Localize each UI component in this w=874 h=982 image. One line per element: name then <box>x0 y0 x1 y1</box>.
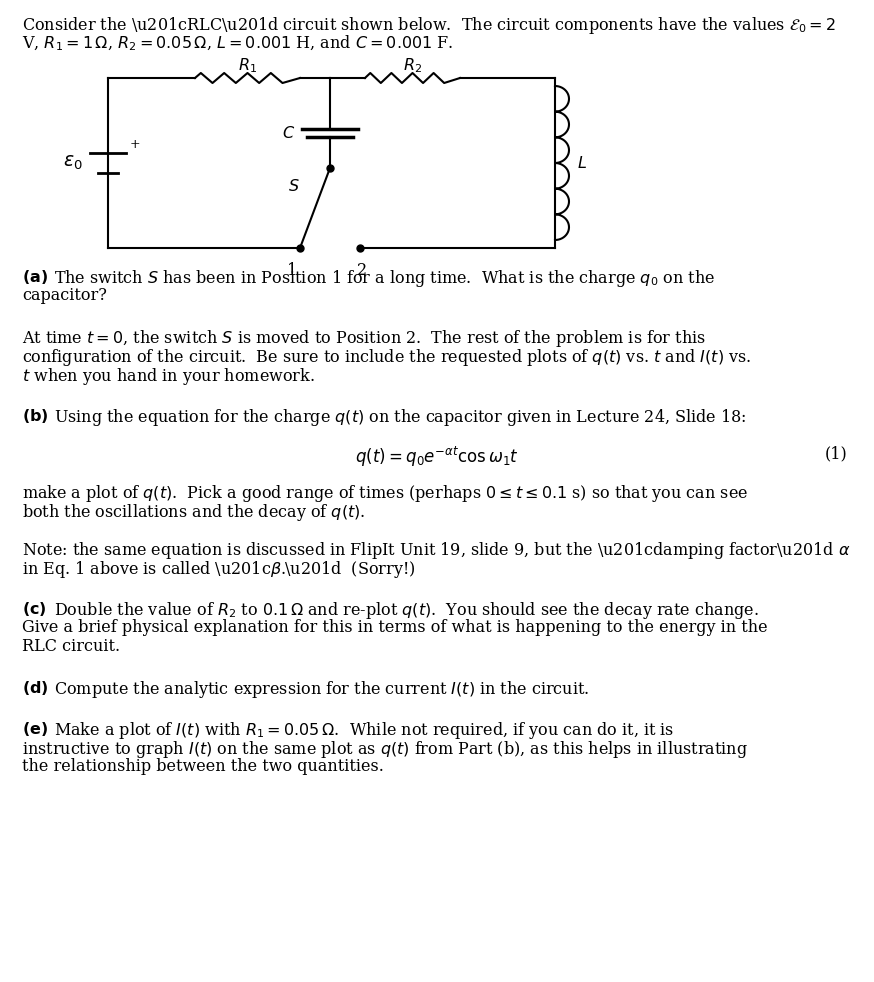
Text: instructive to graph $I(t)$ on the same plot as $q(t)$ from Part (b), as this he: instructive to graph $I(t)$ on the same … <box>22 739 748 760</box>
Text: $\mathbf{(d)}$: $\mathbf{(d)}$ <box>22 679 49 697</box>
Text: make a plot of $q(t)$.  Pick a good range of times (perhaps $0 \leq t \leq 0.1$ : make a plot of $q(t)$. Pick a good range… <box>22 483 748 504</box>
Text: $L$: $L$ <box>577 154 587 172</box>
Text: $S$: $S$ <box>288 178 300 195</box>
Text: $t$ when you hand in your homework.: $t$ when you hand in your homework. <box>22 366 315 387</box>
Text: $\mathbf{(c)}$: $\mathbf{(c)}$ <box>22 600 46 618</box>
Text: $\varepsilon_0$: $\varepsilon_0$ <box>64 154 83 172</box>
Text: configuration of the circuit.  Be sure to include the requested plots of $q(t)$ : configuration of the circuit. Be sure to… <box>22 347 752 368</box>
Text: $q(t) = q_0 e^{-\alpha t}\cos\omega_1 t$: $q(t) = q_0 e^{-\alpha t}\cos\omega_1 t$ <box>355 445 519 469</box>
Text: Compute the analytic expression for the current $I(t)$ in the circuit.: Compute the analytic expression for the … <box>54 679 589 700</box>
Text: RLC circuit.: RLC circuit. <box>22 638 120 655</box>
Text: Consider the \u201cRLC\u201d circuit shown below.  The circuit components have t: Consider the \u201cRLC\u201d circuit sho… <box>22 15 836 36</box>
Text: The switch $S$ has been in Position 1 for a long time.  What is the charge $q_0$: The switch $S$ has been in Position 1 fo… <box>54 268 715 289</box>
Text: V, $R_1 = 1\,\Omega$, $R_2 = 0.05\,\Omega$, $L = 0.001$ H, and $C = 0.001$ F.: V, $R_1 = 1\,\Omega$, $R_2 = 0.05\,\Omeg… <box>22 34 454 53</box>
Text: 1: 1 <box>287 262 297 279</box>
Text: 2: 2 <box>357 262 367 279</box>
Text: +: + <box>130 138 141 151</box>
Text: Double the value of $R_2$ to $0.1\,\Omega$ and re-plot $q(t)$.  You should see t: Double the value of $R_2$ to $0.1\,\Omeg… <box>54 600 759 621</box>
Text: $\mathbf{(e)}$: $\mathbf{(e)}$ <box>22 720 48 738</box>
Text: $R_1$: $R_1$ <box>238 56 257 75</box>
Text: $R_2$: $R_2$ <box>403 56 422 75</box>
Text: capacitor?: capacitor? <box>22 287 107 304</box>
Text: Note: the same equation is discussed in FlipIt Unit 19, slide 9, but the \u201cd: Note: the same equation is discussed in … <box>22 540 850 561</box>
Text: At time $t = 0$, the switch $S$ is moved to Position 2.  The rest of the problem: At time $t = 0$, the switch $S$ is moved… <box>22 328 706 349</box>
Text: (1): (1) <box>825 445 848 462</box>
Text: Using the equation for the charge $q(t)$ on the capacitor given in Lecture 24, S: Using the equation for the charge $q(t)$… <box>54 407 746 428</box>
Text: $\mathbf{(b)}$: $\mathbf{(b)}$ <box>22 407 49 425</box>
Text: $\mathbf{(a)}$: $\mathbf{(a)}$ <box>22 268 48 286</box>
Text: in Eq. 1 above is called \u201c$\beta$.\u201d  (Sorry!): in Eq. 1 above is called \u201c$\beta$.\… <box>22 559 415 580</box>
Text: the relationship between the two quantities.: the relationship between the two quantit… <box>22 758 384 775</box>
Text: $C$: $C$ <box>282 125 295 142</box>
Text: Make a plot of $I(t)$ with $R_1 = 0.05\,\Omega$.  While not required, if you can: Make a plot of $I(t)$ with $R_1 = 0.05\,… <box>54 720 675 741</box>
Text: Give a brief physical explanation for this in terms of what is happening to the : Give a brief physical explanation for th… <box>22 619 767 636</box>
Text: both the oscillations and the decay of $q(t)$.: both the oscillations and the decay of $… <box>22 502 365 523</box>
